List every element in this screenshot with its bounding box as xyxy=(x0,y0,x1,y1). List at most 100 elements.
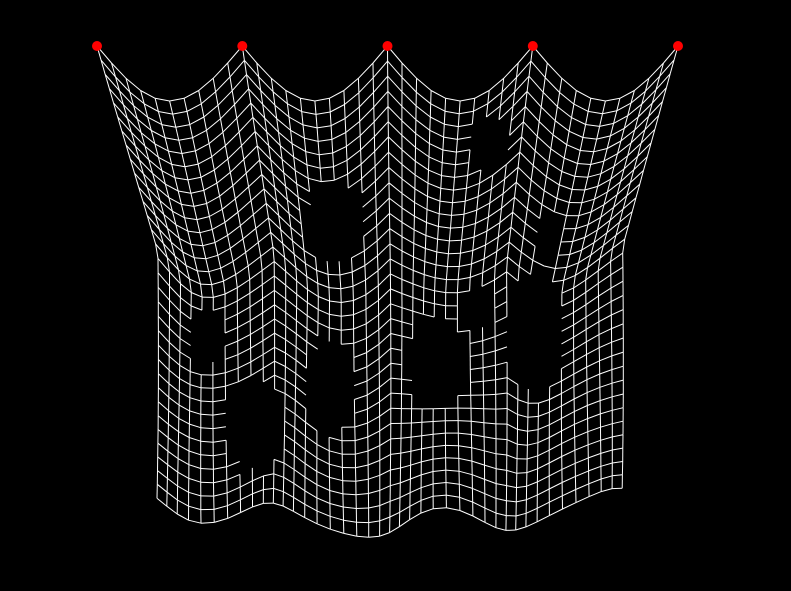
cloth-link[interactable] xyxy=(600,462,613,467)
cloth-link[interactable] xyxy=(363,236,365,251)
cloth-link[interactable] xyxy=(239,480,253,488)
cloth-link[interactable] xyxy=(521,136,536,152)
cloth-link[interactable] xyxy=(575,470,589,477)
cloth-link[interactable] xyxy=(518,252,522,267)
cloth-link[interactable] xyxy=(178,269,190,280)
cloth-link[interactable] xyxy=(351,265,366,273)
cloth-link[interactable] xyxy=(262,332,275,342)
cloth-link[interactable] xyxy=(147,187,161,202)
cloth-link[interactable] xyxy=(117,116,123,132)
cloth-link[interactable] xyxy=(456,126,459,140)
cloth-link[interactable] xyxy=(283,172,298,185)
cloth-link[interactable] xyxy=(256,62,272,79)
cloth-link[interactable] xyxy=(328,436,343,442)
cloth-link[interactable] xyxy=(620,169,635,183)
cloth-link[interactable] xyxy=(203,104,219,118)
cloth-link[interactable] xyxy=(573,90,577,105)
cloth-link[interactable] xyxy=(274,332,286,341)
cloth-link[interactable] xyxy=(464,188,467,202)
cloth-link[interactable] xyxy=(293,254,297,268)
cloth-link[interactable] xyxy=(237,333,251,342)
cloth-link[interactable] xyxy=(250,188,265,201)
cloth-link[interactable] xyxy=(295,346,307,356)
cloth-link[interactable] xyxy=(315,257,318,271)
cloth-link[interactable] xyxy=(250,367,264,376)
cloth-link[interactable] xyxy=(379,469,391,476)
cloth-link[interactable] xyxy=(192,137,196,152)
cloth-link[interactable] xyxy=(230,238,244,249)
cloth-link[interactable] xyxy=(420,495,434,501)
cloth-link[interactable] xyxy=(379,485,391,491)
cloth-link[interactable] xyxy=(197,156,212,165)
cloth-link[interactable] xyxy=(157,301,170,315)
cloth-link[interactable] xyxy=(186,103,202,112)
cloth-link[interactable] xyxy=(229,159,245,173)
cloth-link[interactable] xyxy=(446,253,449,267)
cloth-link[interactable] xyxy=(285,312,297,321)
cloth-link[interactable] xyxy=(427,170,429,184)
cloth-link[interactable] xyxy=(447,240,450,254)
cloth-link[interactable] xyxy=(501,196,515,209)
cloth-link[interactable] xyxy=(527,415,539,418)
cloth-link[interactable] xyxy=(574,175,588,178)
cloth-link[interactable] xyxy=(430,116,445,125)
cloth-link[interactable] xyxy=(295,359,307,369)
cloth-link[interactable] xyxy=(194,257,206,260)
cloth-link[interactable] xyxy=(254,131,258,146)
cloth-link[interactable] xyxy=(168,410,180,419)
cloth-link[interactable] xyxy=(175,127,180,141)
cloth-link[interactable] xyxy=(157,258,170,273)
cloth-link[interactable] xyxy=(462,214,465,228)
cloth-link[interactable] xyxy=(174,177,188,181)
cloth-link[interactable] xyxy=(587,254,592,268)
cloth-link[interactable] xyxy=(494,271,507,281)
cloth-link[interactable] xyxy=(582,137,597,140)
cloth-link[interactable] xyxy=(179,237,192,245)
cloth-link[interactable] xyxy=(613,110,618,124)
cloth-link[interactable] xyxy=(143,173,157,188)
cloth-link[interactable] xyxy=(285,90,301,99)
cloth-link[interactable] xyxy=(388,151,403,165)
cloth-link[interactable] xyxy=(351,271,354,287)
cloth-link[interactable] xyxy=(125,77,141,91)
cloth-link[interactable] xyxy=(168,197,182,205)
cloth-link[interactable] xyxy=(376,228,391,242)
cloth-link[interactable] xyxy=(548,456,562,464)
cloth-link[interactable] xyxy=(332,152,334,167)
cloth-link[interactable] xyxy=(167,150,173,165)
cloth-link[interactable] xyxy=(588,452,601,459)
cloth-link[interactable] xyxy=(368,505,380,509)
cloth-link[interactable] xyxy=(561,373,575,382)
cloth-link[interactable] xyxy=(359,121,361,136)
cloth-link[interactable] xyxy=(211,156,215,171)
cloth-link[interactable] xyxy=(249,312,263,322)
cloth-link[interactable] xyxy=(611,309,624,316)
cloth-link[interactable] xyxy=(587,257,601,268)
cloth-link[interactable] xyxy=(433,507,447,510)
cloth-link[interactable] xyxy=(497,222,501,238)
cloth-link[interactable] xyxy=(294,399,307,410)
cloth-link[interactable] xyxy=(495,438,508,441)
cloth-link[interactable] xyxy=(590,199,595,213)
cloth-link[interactable] xyxy=(449,239,462,242)
cloth-link[interactable] xyxy=(378,333,392,345)
cloth-link[interactable] xyxy=(316,470,330,478)
cloth-link[interactable] xyxy=(588,478,602,485)
cloth-link[interactable] xyxy=(377,243,391,257)
cloth-link[interactable] xyxy=(561,312,574,320)
cloth-link[interactable] xyxy=(506,439,518,445)
cloth-link[interactable] xyxy=(215,91,219,106)
cloth-link[interactable] xyxy=(471,460,485,466)
cloth-link[interactable] xyxy=(276,118,291,131)
cloth-link[interactable] xyxy=(594,191,608,200)
cloth-link[interactable] xyxy=(551,268,556,283)
cloth-link[interactable] xyxy=(495,453,507,456)
cloth-link[interactable] xyxy=(138,159,144,174)
cloth-link[interactable] xyxy=(343,506,357,509)
cloth-link[interactable] xyxy=(179,378,191,386)
cloth-link[interactable] xyxy=(379,453,391,461)
cloth-link[interactable] xyxy=(240,506,253,513)
cloth-link[interactable] xyxy=(365,270,379,281)
cloth-link[interactable] xyxy=(186,111,191,125)
cloth-link[interactable] xyxy=(135,145,150,161)
